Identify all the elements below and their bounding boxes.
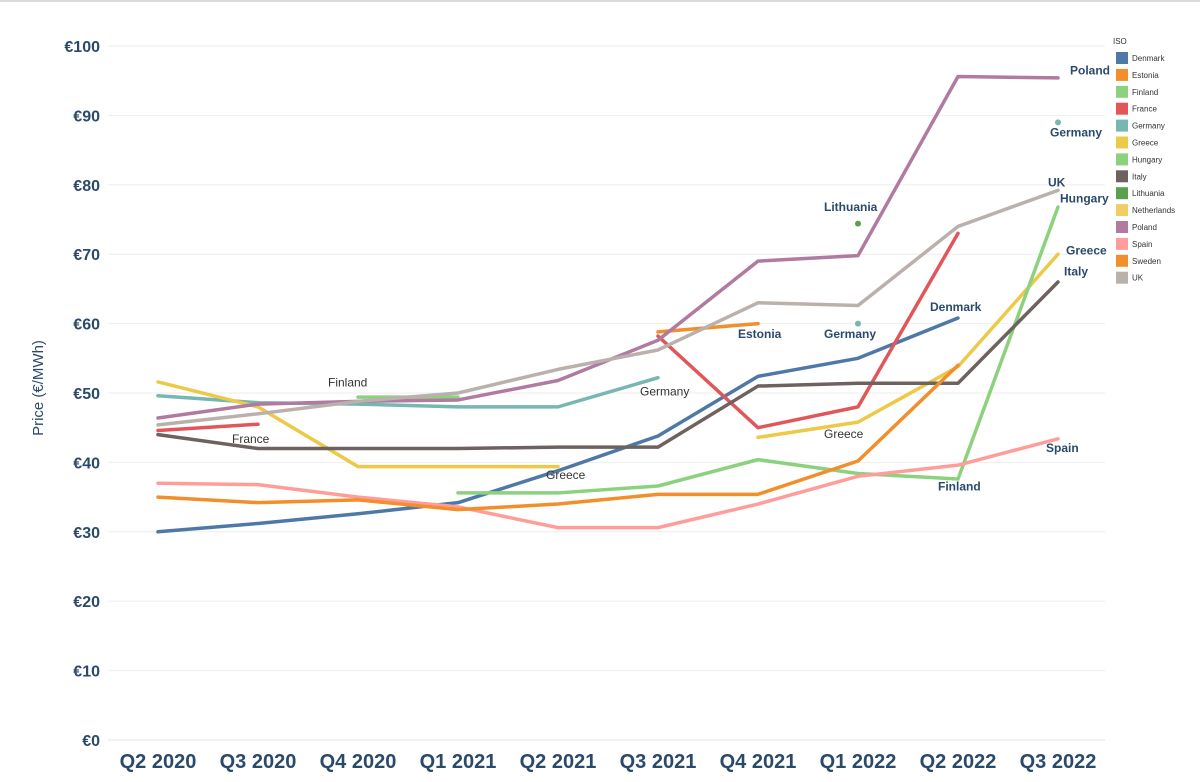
annotation-label: Lithuania [824, 200, 878, 214]
legend-swatch [1116, 102, 1128, 115]
annotation-label: Greece [1066, 244, 1107, 258]
x-tick-label: Q4 2021 [720, 751, 797, 773]
y-tick-label: €0 [82, 733, 100, 750]
series-line-france [656, 231, 960, 430]
x-tick-label: Q3 2021 [620, 751, 697, 773]
legend-label: Lithuania [1132, 189, 1165, 198]
legend-label: UK [1132, 274, 1144, 283]
y-tick-label: €40 [73, 455, 100, 472]
legend-label: Spain [1132, 240, 1152, 249]
y-axis-label: Price (€/MWh) [30, 340, 47, 436]
series-line-uk [156, 188, 1060, 427]
series-line-greece [156, 380, 560, 469]
line-annotations: Poland Germany UK Hungary Greece Italy Spain Li… [232, 63, 1110, 493]
y-tick-label: €90 [73, 108, 100, 125]
y-tick-label: €60 [73, 317, 100, 334]
legend-label: Germany [1132, 122, 1165, 131]
x-tick-label: Q2 2022 [920, 751, 997, 773]
series-line-spain [156, 437, 1060, 530]
series-line-italy [156, 280, 1060, 451]
y-tick-label: €100 [64, 39, 100, 56]
y-tick-label: €20 [73, 594, 100, 611]
annotation-label: Estonia [738, 327, 782, 341]
annotation-label: Germany [824, 327, 876, 341]
legend-label: Estonia [1132, 71, 1159, 80]
annotation-label: Italy [1064, 265, 1088, 279]
annotation-label: Finland [328, 376, 367, 390]
series-point-germany [1055, 119, 1061, 126]
annotation-label: Greece [546, 468, 586, 482]
y-tick-label: €50 [73, 386, 100, 403]
x-tick-label: Q1 2022 [820, 751, 897, 773]
legend-label: France [1132, 105, 1157, 114]
series-lines [156, 74, 1061, 534]
annotation-label: Hungary [1060, 192, 1109, 206]
legend-label: Greece [1132, 139, 1159, 148]
legend-swatch [1116, 237, 1128, 250]
annotation-label: Greece [824, 427, 864, 441]
x-axis-ticks: Q2 2020 Q3 2020 Q4 2020 Q1 2021 Q2 2021 Q3 20… [120, 751, 1097, 773]
series-line-hungary [456, 205, 1060, 495]
legend-label: Denmark [1132, 54, 1165, 63]
y-axis-ticks: €0 €10 €20 €30 €40 €50 €60 €70 €80 €90 €100 [64, 39, 100, 750]
x-tick-label: Q1 2021 [420, 751, 497, 773]
legend-swatch [1116, 136, 1128, 149]
series-line-poland [156, 74, 1060, 420]
annotation-label: Finland [938, 480, 981, 494]
x-tick-label: Q2 2021 [520, 751, 597, 773]
legend-swatch [1116, 204, 1128, 217]
legend-label: Netherlands [1132, 206, 1175, 215]
legend-label: Poland [1132, 223, 1157, 232]
y-tick-label: €10 [73, 664, 100, 681]
legend-label: Italy [1132, 172, 1147, 181]
legend-swatch [1116, 254, 1128, 267]
series-line-greece [756, 252, 1060, 440]
legend-swatch [1116, 153, 1128, 166]
y-tick-label: €70 [73, 247, 100, 264]
legend: ISO Denmark Estonia Finland France Germany Gre… [1113, 37, 1175, 284]
top-divider [0, 0, 1200, 2]
series-point-lithuania [855, 220, 861, 227]
legend-label: Finland [1132, 88, 1158, 97]
x-tick-label: Q3 2020 [220, 751, 297, 773]
legend-swatch [1116, 271, 1128, 284]
annotation-label: France [232, 432, 270, 446]
legend-swatch [1116, 85, 1128, 98]
annotation-label: Germany [1050, 125, 1102, 139]
gridlines [108, 45, 1105, 741]
legend-swatch [1116, 52, 1128, 64]
legend-label: Sweden [1132, 257, 1161, 266]
legend-title: ISO [1113, 37, 1127, 46]
annotation-label: Germany [640, 385, 689, 399]
series-point-germany [855, 320, 861, 327]
legend-swatch [1116, 221, 1128, 233]
x-tick-label: Q2 2020 [120, 751, 197, 773]
annotation-label: Spain [1046, 441, 1079, 455]
y-tick-label: €80 [73, 178, 100, 195]
x-tick-label: Q4 2020 [320, 751, 397, 773]
legend-swatch [1116, 187, 1128, 200]
x-tick-label: Q3 2022 [1020, 751, 1097, 773]
legend-label: Hungary [1132, 155, 1162, 164]
series-line-germany [156, 375, 660, 409]
legend-swatch [1116, 170, 1128, 183]
series-line-france [156, 422, 260, 433]
annotation-label: UK [1048, 175, 1066, 189]
legend-swatch [1116, 119, 1128, 132]
series-line-denmark [156, 316, 960, 534]
annotation-label: Denmark [930, 300, 982, 314]
legend-swatch [1116, 68, 1128, 81]
series-line-sweden [156, 363, 960, 512]
y-tick-label: €30 [73, 525, 100, 542]
annotation-label: Poland [1070, 63, 1110, 77]
